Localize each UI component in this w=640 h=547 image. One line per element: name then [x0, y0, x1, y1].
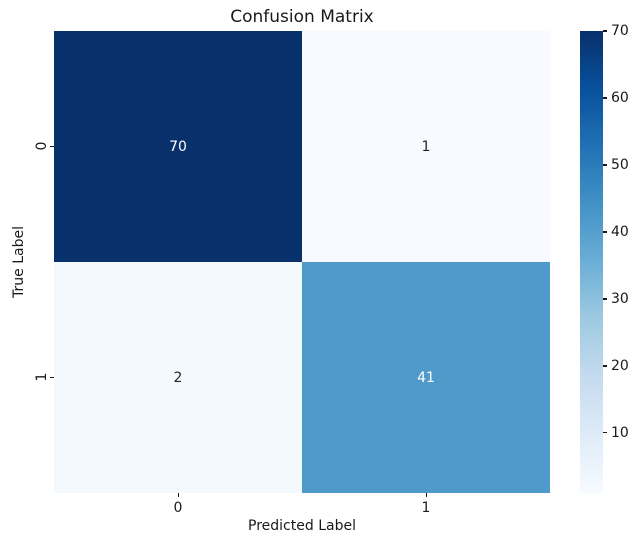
y-ticklabel-0: 0 — [34, 141, 50, 151]
x-ticklabel-1: 1 — [421, 500, 431, 516]
x-tick-mark-1 — [426, 493, 427, 497]
colorbar-ticks: 10 20 30 40 50 60 70 — [580, 24, 640, 493]
colorbar-tick: 10 — [603, 426, 629, 440]
x-axis-label: Predicted Label — [248, 518, 356, 534]
colorbar-tick-mark — [603, 431, 607, 434]
heatmap-cell-r0c1: 1 — [302, 31, 550, 262]
heatmap-cell-r1c0: 2 — [54, 262, 302, 493]
colorbar: 10 20 30 40 50 60 70 — [580, 24, 629, 493]
heatmap-cell-r0c0: 70 — [54, 31, 302, 262]
colorbar-tick: 40 — [603, 225, 629, 239]
y-ticklabel-1: 1 — [34, 372, 50, 382]
colorbar-tick-mark — [603, 97, 607, 99]
colorbar-tick-label: 30 — [611, 290, 629, 307]
colorbar-tick: 60 — [603, 91, 629, 105]
cell-value: 70 — [169, 138, 187, 155]
colorbar-tick-label: 50 — [611, 156, 629, 173]
cell-value: 41 — [417, 369, 435, 386]
colorbar-tick: 50 — [603, 158, 629, 172]
colorbar-tick-label: 60 — [611, 89, 629, 106]
colorbar-tick-label: 40 — [611, 223, 629, 240]
y-tick-mark-0 — [50, 146, 54, 147]
colorbar-tick-mark — [603, 30, 607, 32]
heatmap-cell-r1c1: 41 — [302, 262, 550, 493]
colorbar-tick-mark — [603, 298, 607, 300]
colorbar-tick-label: 20 — [611, 357, 629, 374]
x-ticklabel-0: 0 — [173, 500, 183, 516]
cell-value: 2 — [173, 369, 183, 386]
y-tick-mark-1 — [50, 377, 54, 378]
colorbar-tick-label: 10 — [611, 424, 629, 441]
chart-title: Confusion Matrix — [230, 7, 374, 27]
colorbar-tick-mark — [603, 231, 607, 233]
colorbar-tick: 30 — [603, 292, 629, 306]
colorbar-gradient — [580, 31, 603, 493]
y-axis-label: True Label — [11, 226, 27, 298]
cell-value: 1 — [421, 138, 431, 155]
colorbar-tick: 20 — [603, 359, 629, 373]
heatmap: 70 1 2 41 — [54, 31, 550, 493]
colorbar-tick-mark — [603, 365, 607, 367]
colorbar-tick-label: 70 — [611, 23, 629, 39]
x-tick-mark-0 — [178, 493, 179, 497]
colorbar-tick: 70 — [603, 24, 629, 38]
colorbar-tick-mark — [603, 164, 607, 166]
